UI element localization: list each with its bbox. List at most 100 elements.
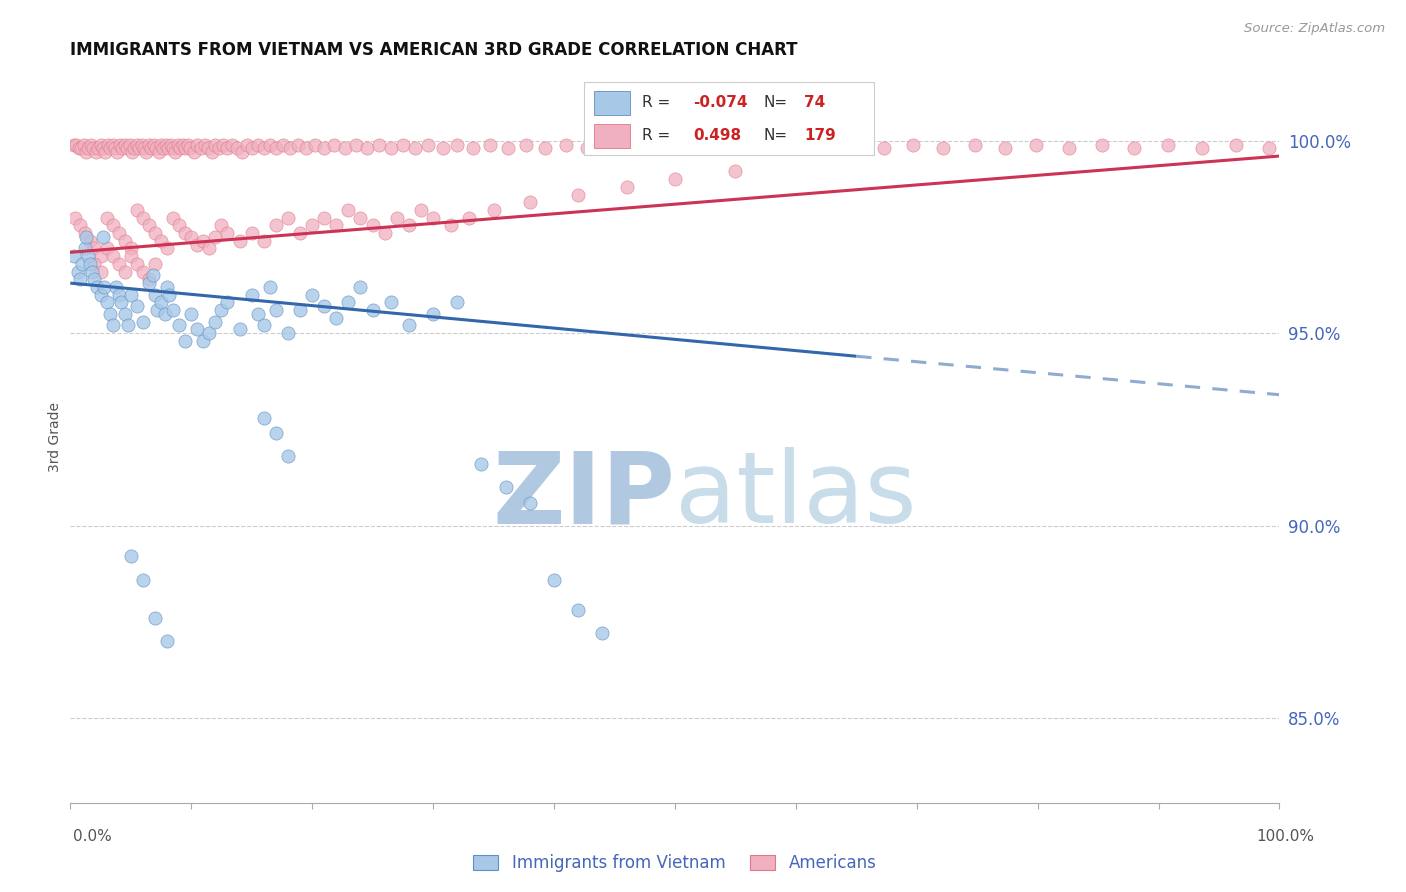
Point: [496, 141, 519, 155]
Point: [264, 141, 287, 155]
Point: [385, 211, 408, 225]
Point: [167, 137, 190, 152]
Point: [72, 257, 94, 271]
Point: [301, 219, 323, 233]
Point: [132, 211, 155, 225]
Point: [432, 141, 454, 155]
Point: [141, 268, 163, 283]
Point: [125, 202, 148, 217]
Point: [75, 145, 97, 160]
Point: [288, 303, 311, 318]
Point: [333, 141, 356, 155]
Point: [264, 303, 287, 318]
Point: [79, 234, 101, 248]
Point: [98, 307, 121, 321]
Point: [409, 202, 432, 217]
Point: [69, 219, 91, 233]
Point: [91, 230, 114, 244]
Point: [124, 141, 146, 155]
Point: [73, 226, 96, 240]
Point: [63, 249, 86, 263]
Point: [63, 137, 86, 152]
Point: [304, 137, 326, 152]
Point: [153, 307, 176, 321]
Point: [93, 280, 115, 294]
Point: [176, 137, 198, 152]
Point: [534, 141, 557, 155]
Point: [1157, 137, 1180, 152]
Point: [132, 315, 155, 329]
Point: [226, 141, 249, 155]
Text: atlas: atlas: [675, 447, 917, 544]
Point: [361, 303, 384, 318]
Point: [67, 141, 90, 155]
Point: [367, 137, 389, 152]
Point: [120, 242, 142, 256]
Point: [482, 202, 505, 217]
Point: [120, 287, 142, 301]
Point: [873, 141, 896, 155]
Point: [120, 249, 142, 263]
Point: [156, 280, 179, 294]
Point: [73, 242, 96, 256]
Point: [1191, 141, 1213, 155]
Point: [174, 226, 197, 240]
Point: [131, 137, 153, 152]
Point: [337, 295, 360, 310]
Point: [322, 137, 344, 152]
Point: [111, 141, 134, 155]
Point: [90, 137, 111, 152]
Point: [186, 322, 208, 336]
Point: [96, 211, 118, 225]
Point: [77, 249, 100, 263]
Point: [83, 242, 105, 256]
Point: [150, 234, 172, 248]
Point: [349, 280, 371, 294]
Point: [228, 234, 250, 248]
Point: [132, 264, 155, 278]
Point: [132, 573, 155, 587]
Point: [107, 226, 129, 240]
Point: [288, 226, 311, 240]
Point: [138, 219, 160, 233]
Text: 0.498: 0.498: [693, 128, 741, 144]
Point: [845, 137, 868, 152]
Point: [575, 141, 598, 155]
Point: [901, 137, 924, 152]
Point: [619, 141, 641, 155]
Point: [790, 137, 813, 152]
Point: [63, 211, 86, 225]
Point: [159, 287, 181, 301]
Point: [193, 234, 215, 248]
Point: [120, 549, 142, 564]
Point: [152, 141, 174, 155]
Point: [180, 230, 202, 244]
Point: [440, 219, 463, 233]
Point: [142, 137, 165, 152]
Point: [643, 137, 665, 152]
Point: [567, 603, 589, 617]
Point: [179, 141, 201, 155]
Point: [117, 318, 139, 333]
Text: -0.074: -0.074: [693, 95, 748, 111]
Point: [763, 141, 786, 155]
Point: [193, 334, 215, 348]
Point: [478, 137, 501, 152]
Point: [138, 272, 160, 286]
Point: [87, 141, 110, 155]
Point: [101, 137, 124, 152]
Point: [198, 326, 221, 340]
Point: [169, 141, 191, 155]
FancyBboxPatch shape: [593, 124, 630, 148]
Point: [495, 480, 517, 494]
Point: [101, 249, 124, 263]
Point: [82, 141, 104, 155]
Text: R =: R =: [643, 95, 671, 111]
Point: [314, 141, 336, 155]
Point: [1091, 137, 1114, 152]
Point: [446, 295, 468, 310]
Point: [143, 611, 166, 625]
Point: [713, 141, 735, 155]
Point: [101, 318, 124, 333]
Point: [79, 257, 101, 271]
